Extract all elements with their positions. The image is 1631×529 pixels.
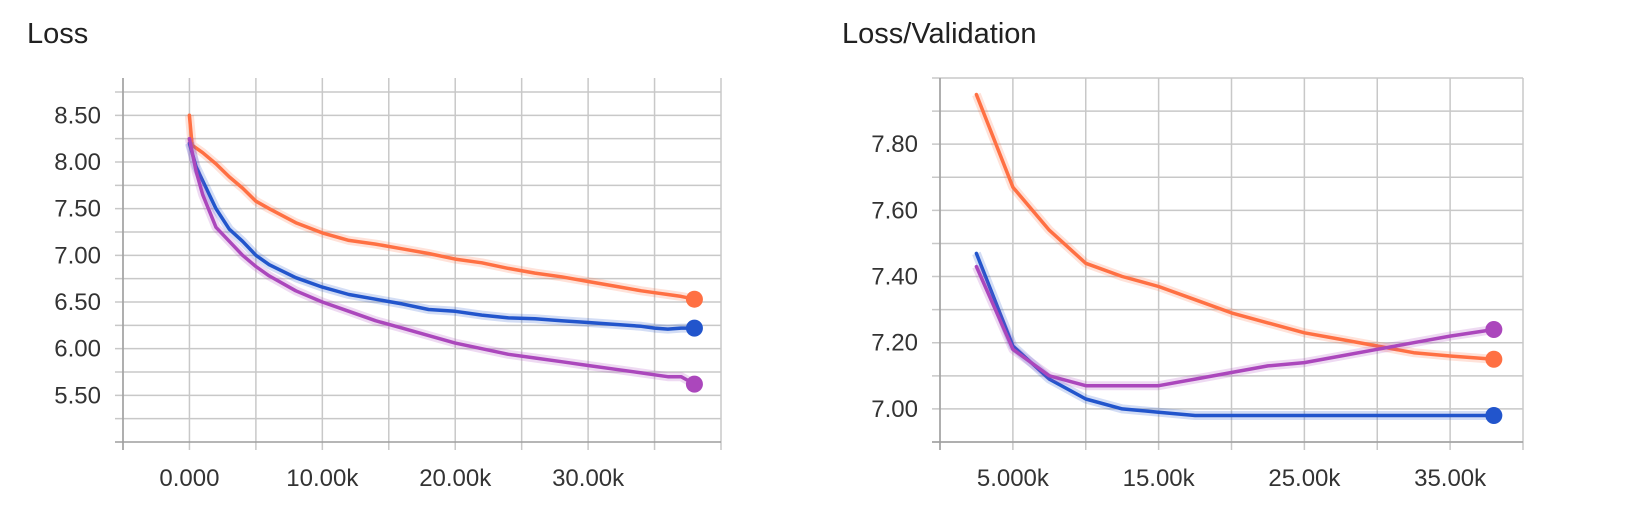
x-tick-label: 0.000	[159, 465, 219, 492]
loss-chart: 5.50 6.00 6.50 7.00 7.50 8.00 8.50 0.000 10.00k 2…	[54, 78, 722, 492]
series-line	[187, 141, 697, 331]
series-band	[972, 251, 1494, 420]
series-end-marker[interactable]	[685, 375, 703, 393]
series-end-marker[interactable]	[1485, 350, 1503, 368]
y-axis-ticks: 5.50 6.00 6.50 7.00 7.50 8.00 8.50	[54, 102, 101, 409]
loss-validation-chart: 7.00 7.20 7.40 7.60 7.80 5.000k 15.00k 25.00k 35…	[871, 77, 1524, 492]
y-tick-label: 7.00	[54, 242, 101, 269]
end-markers	[1485, 320, 1503, 425]
grid	[932, 77, 1524, 450]
x-tick-label: 35.00k	[1414, 465, 1487, 492]
y-tick-label: 7.40	[871, 264, 918, 291]
x-tick-label: 25.00k	[1268, 465, 1341, 492]
end-markers	[685, 290, 703, 393]
series-group	[184, 113, 697, 389]
series-line	[187, 136, 697, 386]
x-tick-label: 5.000k	[977, 465, 1050, 492]
y-tick-label: 7.50	[54, 196, 101, 223]
series-band	[185, 142, 695, 334]
y-tick-label: 7.60	[871, 197, 918, 224]
series-line	[974, 92, 1496, 362]
series-end-marker[interactable]	[685, 290, 703, 308]
series-band	[972, 92, 1495, 364]
x-tick-label: 30.00k	[552, 465, 625, 492]
chart-title: Loss/Validation	[842, 18, 1037, 50]
y-tick-label: 7.00	[871, 396, 918, 423]
series-line	[187, 113, 697, 301]
x-tick-label: 10.00k	[286, 465, 359, 492]
grid	[115, 78, 722, 450]
x-tick-label: 20.00k	[419, 465, 492, 492]
series-end-marker[interactable]	[1485, 320, 1503, 338]
x-axis-ticks: 0.000 10.00k 20.00k 30.00k	[159, 465, 625, 492]
series-band	[972, 264, 1495, 391]
loss-validation-chart-panel: Loss/Validation 7.00 7.20 7.40 7.60 7.80 5.00…	[815, 0, 1631, 529]
y-axis-ticks: 7.00 7.20 7.40 7.60 7.80	[871, 131, 918, 423]
series-line	[974, 264, 1496, 388]
series-line	[974, 251, 1496, 418]
loss-chart-panel: Loss 5.50 6.00 6.50 7.00 7.50 8.00 8.50 0.000 10…	[0, 0, 815, 529]
chart-title: Loss	[27, 18, 89, 50]
series-end-marker[interactable]	[685, 319, 703, 337]
y-tick-label: 6.50	[54, 289, 101, 316]
y-tick-label: 6.00	[54, 336, 101, 363]
y-tick-label: 7.80	[871, 131, 918, 158]
y-tick-label: 7.20	[871, 330, 918, 357]
series-group	[972, 92, 1496, 420]
y-tick-label: 8.00	[54, 149, 101, 176]
series-end-marker[interactable]	[1485, 407, 1503, 425]
x-tick-label: 15.00k	[1123, 465, 1196, 492]
x-axis-ticks: 5.000k 15.00k 25.00k 35.00k	[977, 465, 1487, 492]
y-tick-label: 8.50	[54, 102, 101, 129]
y-tick-label: 5.50	[54, 382, 101, 409]
